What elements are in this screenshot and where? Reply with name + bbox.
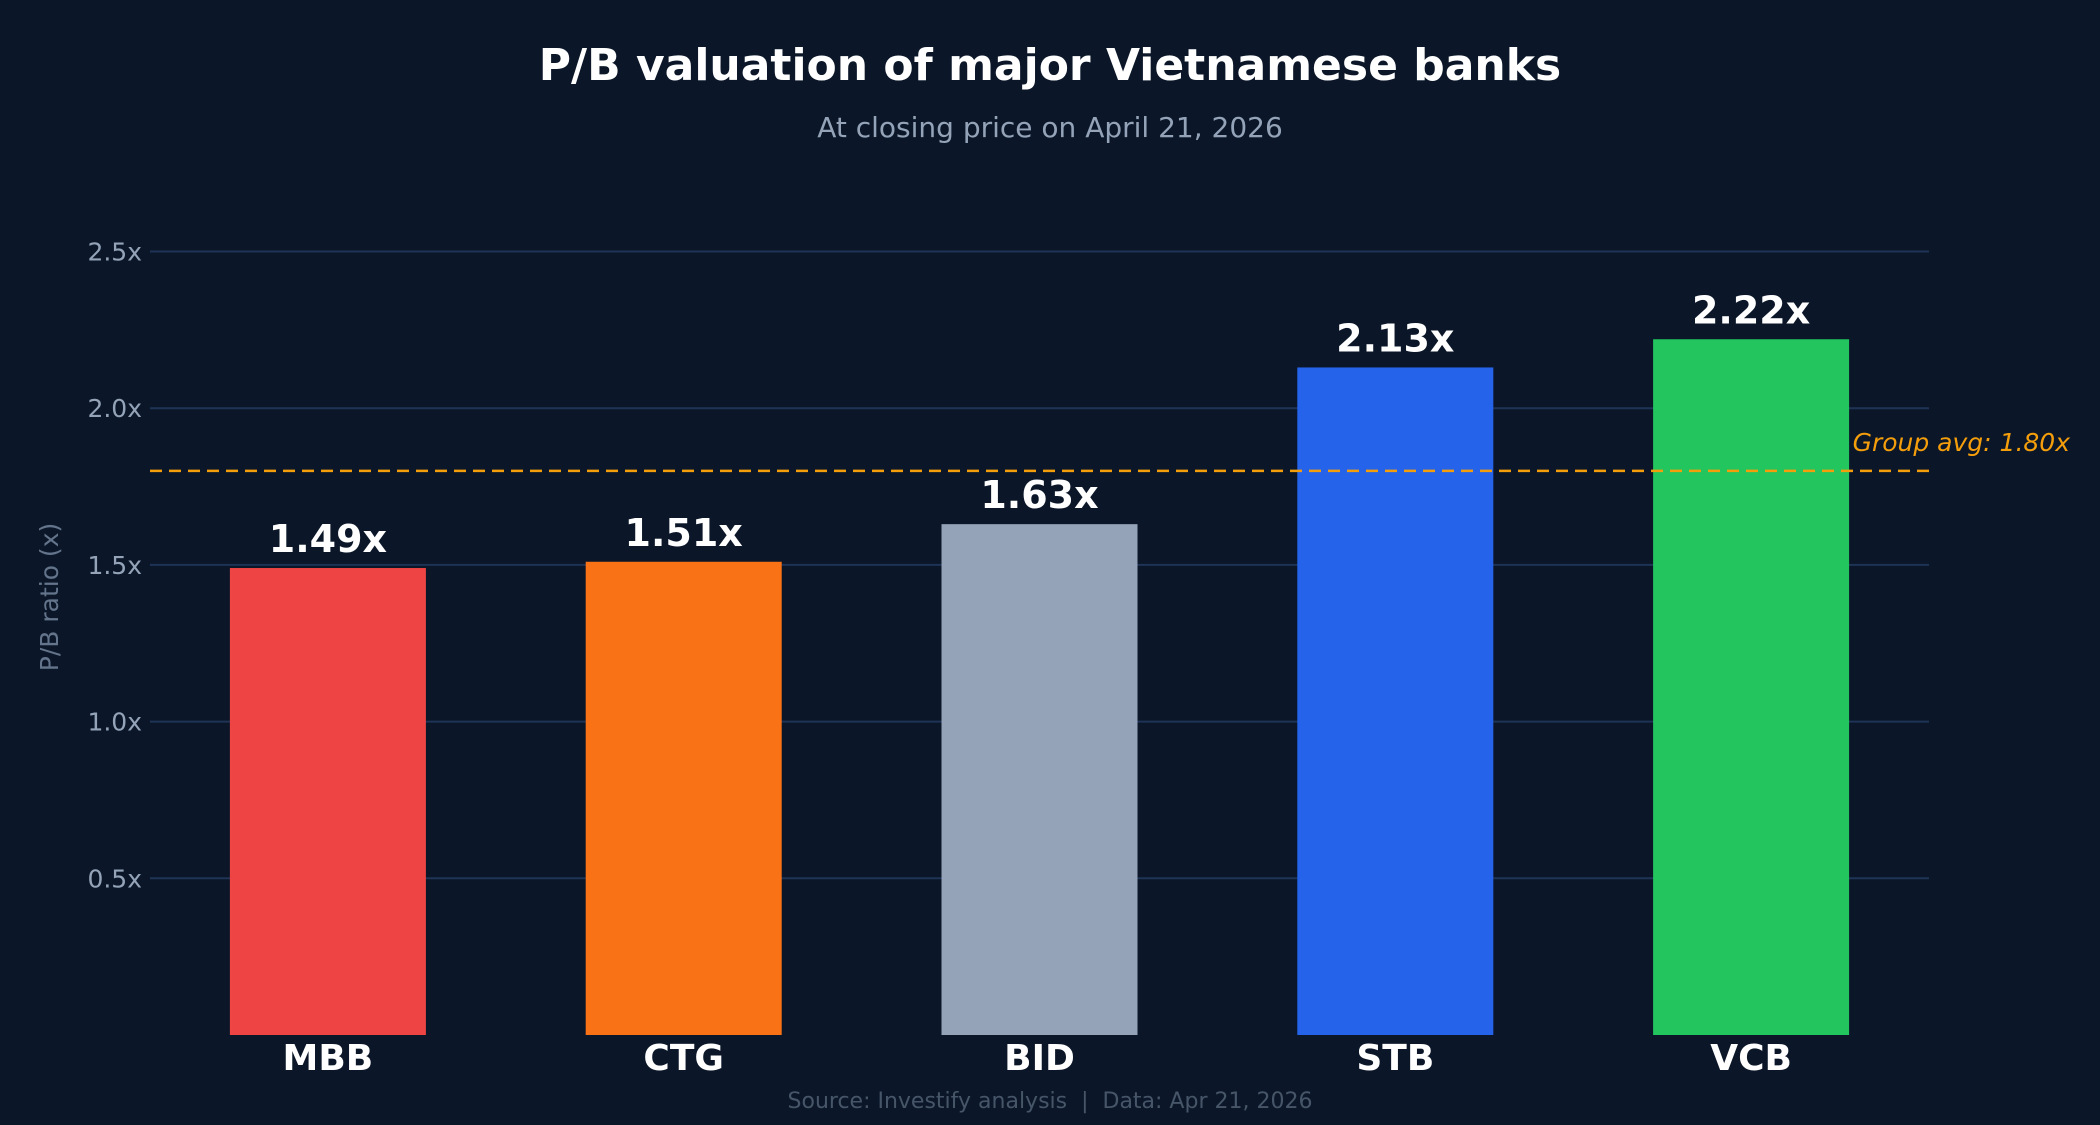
data-label: 2.13x <box>1336 316 1454 360</box>
y-tick-label: 2.5x <box>87 238 142 267</box>
data-label: 1.49x <box>269 517 387 561</box>
bar-stb <box>1297 367 1494 1035</box>
x-tick-label: CTG <box>643 1038 724 1079</box>
bar-vcb <box>1653 339 1850 1035</box>
y-axis-label: P/B ratio (x) <box>35 523 64 672</box>
x-tick-label: BID <box>1004 1038 1075 1079</box>
y-tick-label: 1.5x <box>87 551 142 580</box>
bar-bid <box>941 524 1138 1035</box>
data-label: 1.51x <box>625 511 743 555</box>
x-tick-label: MBB <box>283 1038 374 1079</box>
y-tick-label: 1.0x <box>87 708 142 737</box>
chart-title: P/B valuation of major Vietnamese banks <box>539 40 1561 91</box>
x-tick-label: STB <box>1356 1038 1434 1079</box>
x-tick-label: VCB <box>1710 1038 1792 1079</box>
y-tick-label: 2.0x <box>87 394 142 423</box>
chart-footer: Source: Investify analysis | Data: Apr 2… <box>788 1089 1313 1114</box>
group-average-label: Group avg: 1.80x <box>1853 428 2071 457</box>
bar-ctg <box>585 561 782 1035</box>
y-tick-label: 0.5x <box>87 864 142 893</box>
bar-mbb <box>229 568 426 1035</box>
data-label: 1.63x <box>980 473 1098 517</box>
chart-subtitle: At closing price on April 21, 2026 <box>817 111 1283 144</box>
data-label: 2.22x <box>1692 288 1810 332</box>
